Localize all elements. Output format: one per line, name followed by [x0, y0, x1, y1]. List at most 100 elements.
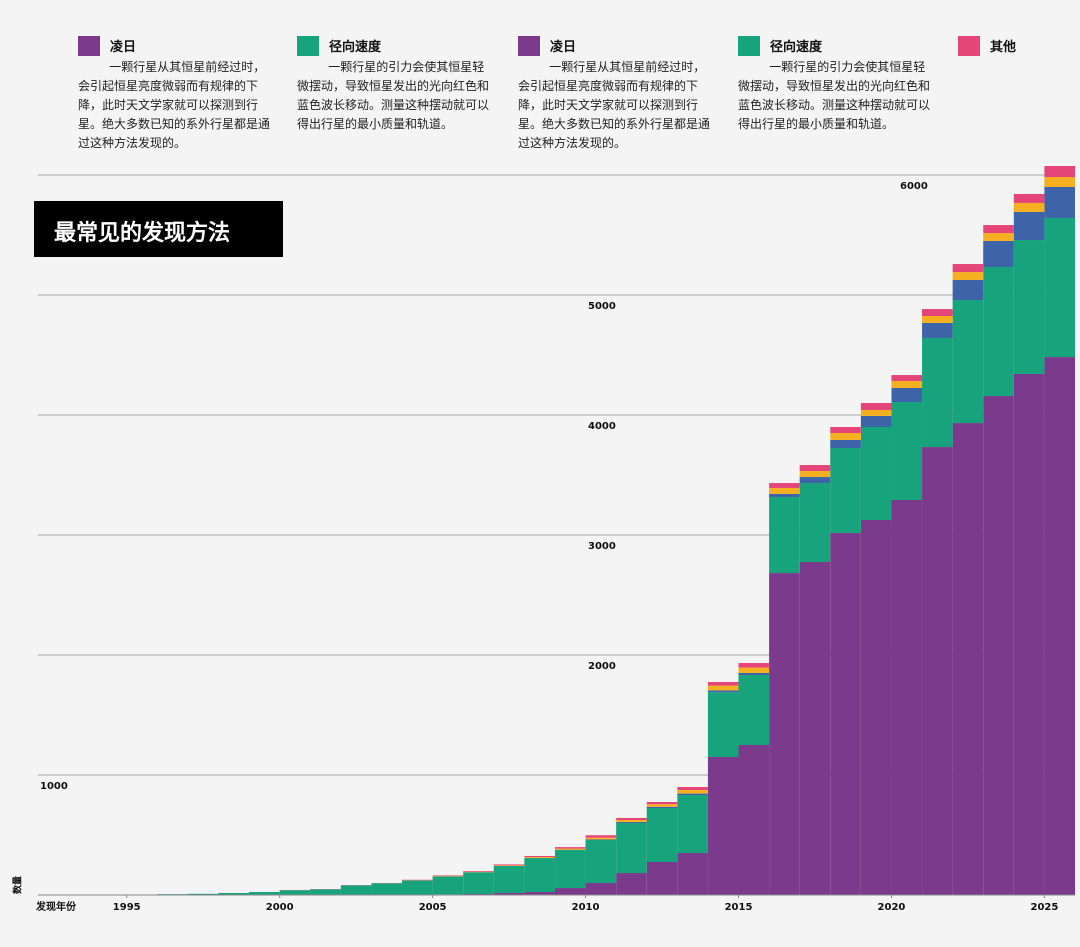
bar-segment: [891, 375, 923, 382]
bar-segment: [646, 806, 678, 808]
bar-segment: [1013, 211, 1045, 241]
bar-segment: [922, 337, 953, 448]
bar-segment: [585, 837, 617, 840]
bar-segment: [952, 423, 984, 895]
y-tick-label: 6000: [900, 181, 928, 192]
legend-swatch: [738, 36, 760, 56]
bar-segment: [646, 808, 678, 862]
bar-segment: [738, 673, 770, 676]
bar-segment: [738, 663, 770, 668]
legend-swatch: [297, 36, 319, 56]
bar-segment: [707, 685, 739, 691]
bar-segment: [249, 892, 280, 895]
bar-segment: [340, 885, 372, 895]
bar-segment: [1044, 357, 1075, 895]
bar-segment: [585, 883, 617, 895]
x-tick-label: 2010: [572, 902, 600, 913]
bar-segment: [616, 873, 647, 895]
bar-segment: [493, 864, 525, 866]
legend-label: 其他: [990, 40, 1017, 55]
bar-segment: [738, 675, 770, 745]
bar-segment: [646, 804, 678, 807]
bar-segment: [952, 272, 984, 280]
x-tick-label: 2020: [878, 902, 906, 913]
bar-segment: [830, 433, 861, 440]
bar-segment: [677, 790, 708, 794]
bar-segment: [646, 862, 678, 895]
bar-segment: [554, 850, 586, 889]
bar-segment: [554, 848, 586, 850]
bar-segment: [677, 793, 708, 796]
bar-segment: [279, 890, 311, 895]
bar-segment: [554, 847, 586, 849]
bar-segment: [769, 493, 800, 497]
bar-segment: [799, 471, 831, 478]
bar-segment: [952, 264, 984, 273]
bar-segment: [554, 888, 586, 895]
bar-segment: [524, 858, 555, 892]
legend-description: 一颗行星从其恒星前经过时，会引起恒星亮度微弱而有规律的下降，此时天文学家就可以探…: [78, 60, 271, 150]
legend-label: 凌日: [110, 40, 137, 55]
bar-segment: [738, 667, 770, 673]
bar-segment: [983, 233, 1014, 241]
bar-segment: [707, 757, 739, 895]
bar-segment: [891, 388, 923, 403]
y-tick-label: 3000: [588, 541, 616, 552]
bar-segment: [983, 267, 1014, 397]
legend-label: 径向速度: [770, 40, 823, 55]
y-tick-label: 5000: [588, 301, 616, 312]
bar-segment: [799, 562, 831, 895]
bar-segment: [922, 309, 953, 316]
bar-segment: [585, 840, 617, 883]
bar-segment: [1044, 177, 1075, 187]
bar-segment: [616, 820, 647, 823]
bar-segment: [860, 403, 892, 410]
bar-segment: [524, 857, 555, 859]
bar-segment: [524, 856, 555, 858]
legend-swatch: [78, 36, 100, 56]
legend-label: 径向速度: [329, 40, 382, 55]
bar-segment: [677, 853, 708, 895]
bar-segment: [769, 496, 800, 574]
bar-segment: [738, 745, 770, 895]
bar-segment: [616, 817, 647, 820]
x-tick-label: 2015: [725, 902, 753, 913]
bar-segment: [799, 483, 831, 562]
legend-description: 一颗行星从其恒星前经过时，会引起恒星亮度微弱而有规律的下降，此时天文学家就可以探…: [518, 60, 711, 150]
bar-segment: [1013, 240, 1045, 374]
bar-segment: [891, 402, 923, 500]
bar-segment: [799, 477, 831, 484]
x-axis-label: 发现年份: [35, 900, 77, 913]
bar-segment: [952, 300, 984, 424]
chart-title: 最常见的发现方法: [54, 221, 231, 246]
y-tick-label: 1000: [40, 781, 68, 792]
bar-segment: [860, 427, 892, 520]
bar-segment: [830, 448, 861, 533]
bar-segment: [830, 427, 861, 433]
bar-segment: [432, 876, 464, 895]
legend-label: 凌日: [550, 40, 577, 55]
y-tick-label: 2000: [588, 661, 616, 672]
y-axis-label: 数量: [12, 876, 24, 894]
bar-segment: [1013, 202, 1045, 212]
x-tick-label: 2005: [419, 902, 447, 913]
bar-segment: [799, 465, 831, 472]
x-tick-label: 2025: [1030, 902, 1058, 913]
legend-description: 一颗行星的引力会使其恒星轻微摆动，导致恒星发出的光向红色和蓝色波长移动。测量这种…: [738, 60, 931, 131]
bar-segment: [524, 892, 555, 895]
bar-segment: [616, 823, 647, 874]
bar-segment: [677, 795, 708, 853]
bar-segment: [310, 889, 341, 895]
bar-segment: [769, 487, 800, 494]
y-tick-label: 4000: [588, 421, 616, 432]
legend-description: 一颗行星的引力会使其恒星轻微摆动，导致恒星发出的光向红色和蓝色波长移动。测量这种…: [297, 60, 490, 131]
bar-segment: [769, 483, 800, 488]
bar-segment: [830, 439, 861, 448]
bar-segment: [493, 892, 525, 895]
bar-segment: [860, 415, 892, 427]
bar-segment: [218, 892, 250, 895]
x-tick-label: 1995: [113, 902, 141, 913]
legend-swatch: [518, 36, 540, 56]
